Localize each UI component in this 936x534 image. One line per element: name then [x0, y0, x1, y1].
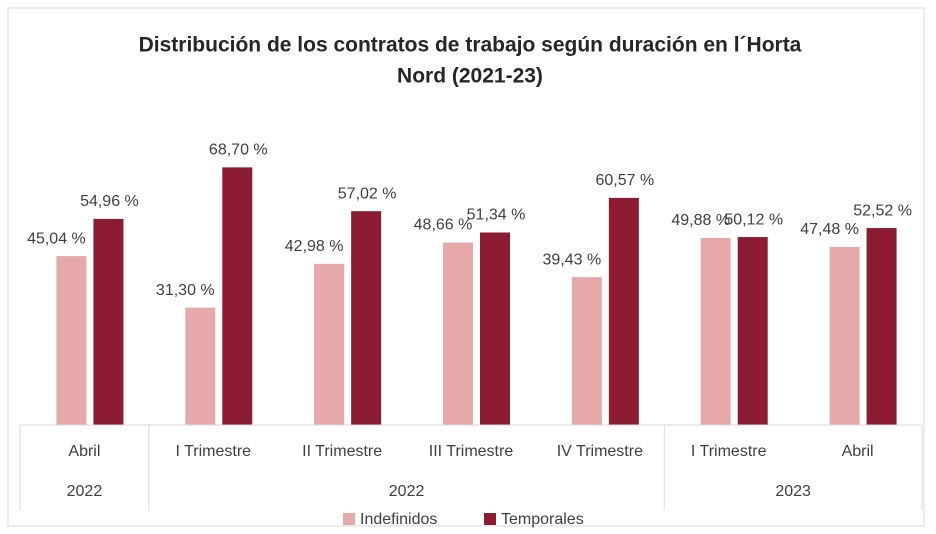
x-tick-label: Abril — [842, 443, 874, 460]
bar — [480, 232, 510, 425]
x-tick-label: IV Trimestre — [557, 443, 643, 460]
data-label: 50,12 % — [724, 211, 783, 228]
chart-title: Nord (2021-23) — [397, 65, 543, 88]
x-tick-label: Abril — [68, 443, 100, 460]
bar — [608, 197, 639, 425]
legend-swatch — [484, 513, 496, 525]
bar — [93, 218, 124, 425]
bar — [185, 307, 216, 425]
bar — [351, 211, 382, 425]
data-label: 54,96 % — [80, 193, 139, 210]
bar — [866, 228, 897, 425]
legend-swatch — [343, 513, 355, 525]
bar — [314, 263, 345, 425]
bar — [737, 237, 768, 425]
data-label: 31,30 % — [156, 282, 215, 299]
legend-label: Temporales — [501, 511, 584, 528]
x-tick-label: II Trimestre — [302, 443, 382, 460]
data-label: 60,57 % — [595, 172, 654, 189]
bar — [829, 246, 860, 425]
data-label: 51,34 % — [467, 207, 526, 224]
data-label: 47,48 % — [800, 221, 859, 238]
x-tick-label: I Trimestre — [691, 443, 767, 460]
data-label: 49,88 % — [671, 212, 730, 229]
x-tick-label: III Trimestre — [429, 443, 514, 460]
bar — [56, 256, 87, 425]
data-label: 45,04 % — [27, 230, 86, 247]
bar — [443, 242, 473, 425]
data-label: 52,52 % — [853, 202, 912, 219]
group-label: 2022 — [389, 483, 425, 500]
chart-title: Distribución de los contratos de trabajo… — [139, 34, 802, 57]
group-label: 2023 — [775, 483, 811, 500]
data-label: 57,02 % — [338, 185, 397, 202]
data-label: 39,43 % — [542, 251, 601, 268]
bar — [700, 237, 731, 425]
legend-label: Indefinidos — [360, 511, 437, 528]
bar — [571, 277, 602, 425]
data-label: 68,70 % — [209, 142, 268, 159]
data-label: 48,66 % — [414, 217, 473, 234]
x-tick-label: I Trimestre — [176, 443, 252, 460]
group-label: 2022 — [67, 483, 103, 500]
data-label: 42,98 % — [285, 238, 344, 255]
bar — [222, 167, 253, 425]
